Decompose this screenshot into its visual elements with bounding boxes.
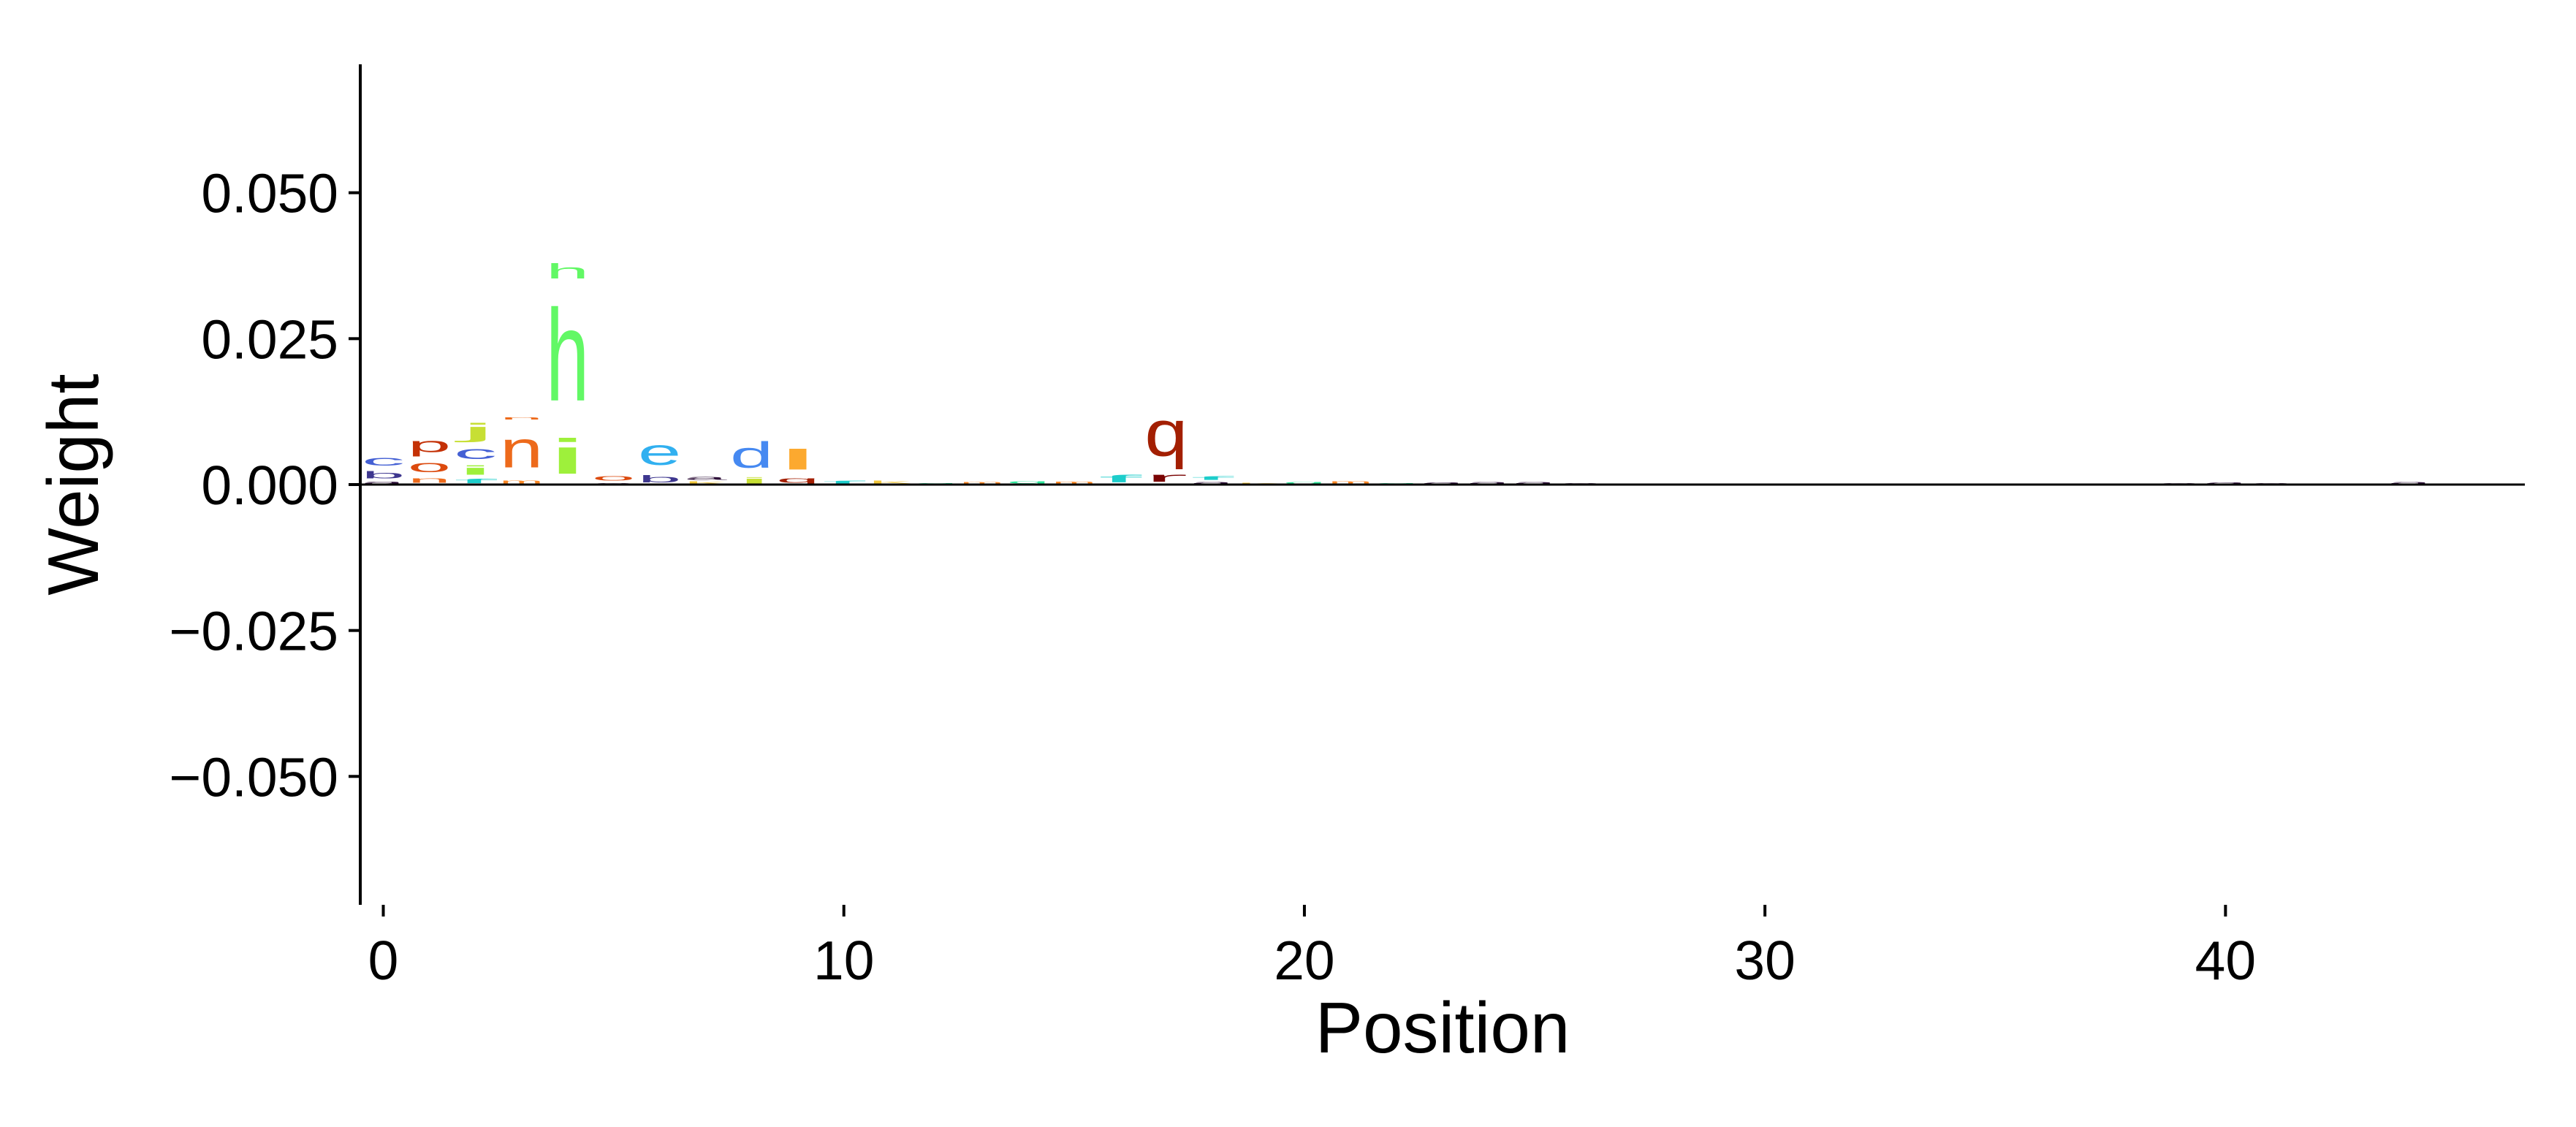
logo-letter: f xyxy=(822,480,865,485)
logo-letter: n xyxy=(500,421,543,479)
logo-letter: f xyxy=(454,477,497,485)
y-tick-label: −0.025 xyxy=(170,601,338,662)
x-tick-label: 40 xyxy=(2195,930,2256,991)
logo-letter: b xyxy=(638,473,681,485)
logo-letter: f xyxy=(1190,475,1234,481)
logo-letter: g xyxy=(1006,480,1049,485)
x-tick-label: 10 xyxy=(813,930,874,991)
y-tick-label: 0.025 xyxy=(201,308,338,370)
logo-letter: d xyxy=(730,435,773,476)
logo-letter: m xyxy=(500,479,543,485)
logo-letter: h xyxy=(546,259,589,283)
y-axis-ticks: 0.050 0.025 0.000 −0.025 −0.050 xyxy=(170,163,360,808)
logo-letter: a xyxy=(2250,482,2293,485)
logo-letter: i xyxy=(546,429,589,485)
logo-letter: a xyxy=(1513,481,1556,485)
logo-letter: a xyxy=(1467,481,1510,485)
logo-letter: j xyxy=(454,420,497,443)
logo-letter: a xyxy=(2158,482,2201,485)
logo-letter: k xyxy=(1236,482,1280,485)
logo-letter: n xyxy=(500,416,543,420)
logo-letter: g xyxy=(1283,481,1326,485)
y-tick-label: 0.000 xyxy=(201,455,338,516)
logo-letter: l xyxy=(776,444,819,476)
logo-letter: a xyxy=(1190,481,1234,485)
logo-letter: i xyxy=(454,463,497,477)
logo-letter: a xyxy=(2204,482,2247,485)
logo-letter: a xyxy=(2388,481,2431,485)
logo-letter: q xyxy=(776,476,819,485)
y-axis-title: Weight xyxy=(33,373,113,595)
x-tick-label: 30 xyxy=(1734,930,1795,991)
logo-letter: m xyxy=(960,481,1003,485)
logo-letter: g xyxy=(914,482,957,485)
logo-letter: h xyxy=(546,284,589,429)
y-tick-label: 0.050 xyxy=(201,163,338,224)
logo-letter: a xyxy=(684,475,727,481)
logo-letter: a xyxy=(1421,482,1464,485)
logo-letter: o xyxy=(408,457,451,476)
y-tick-label: −0.050 xyxy=(170,746,338,808)
logo-letter: r xyxy=(1144,470,1188,485)
logo-letter: j xyxy=(730,476,773,485)
logo-letter: a xyxy=(592,482,635,485)
logo-letter: m xyxy=(1052,480,1095,485)
logo-letter: k xyxy=(684,481,727,485)
logo-letter: e xyxy=(638,432,681,473)
logo-letter: p xyxy=(408,433,451,456)
logo-letter: f xyxy=(1098,473,1141,485)
logo-letter: a xyxy=(362,480,405,485)
logo-letter: c xyxy=(454,443,497,463)
logo-letter: a xyxy=(1559,482,1602,485)
logo-letter: k xyxy=(868,480,911,485)
x-tick-label: 20 xyxy=(1274,930,1334,991)
x-axis-title: Position xyxy=(1315,987,1570,1068)
logo-letter: n xyxy=(408,476,451,485)
logo-letter: c xyxy=(362,453,405,469)
logo-letter: g xyxy=(1375,482,1418,485)
x-axis-ticks: 0 10 20 30 40 xyxy=(368,905,2256,991)
logo-letter: q xyxy=(1144,397,1188,470)
logo-letter: o xyxy=(592,474,635,482)
x-tick-label: 0 xyxy=(368,930,399,991)
logo-letter: m xyxy=(1329,480,1372,485)
logo-letter: b xyxy=(362,469,405,481)
